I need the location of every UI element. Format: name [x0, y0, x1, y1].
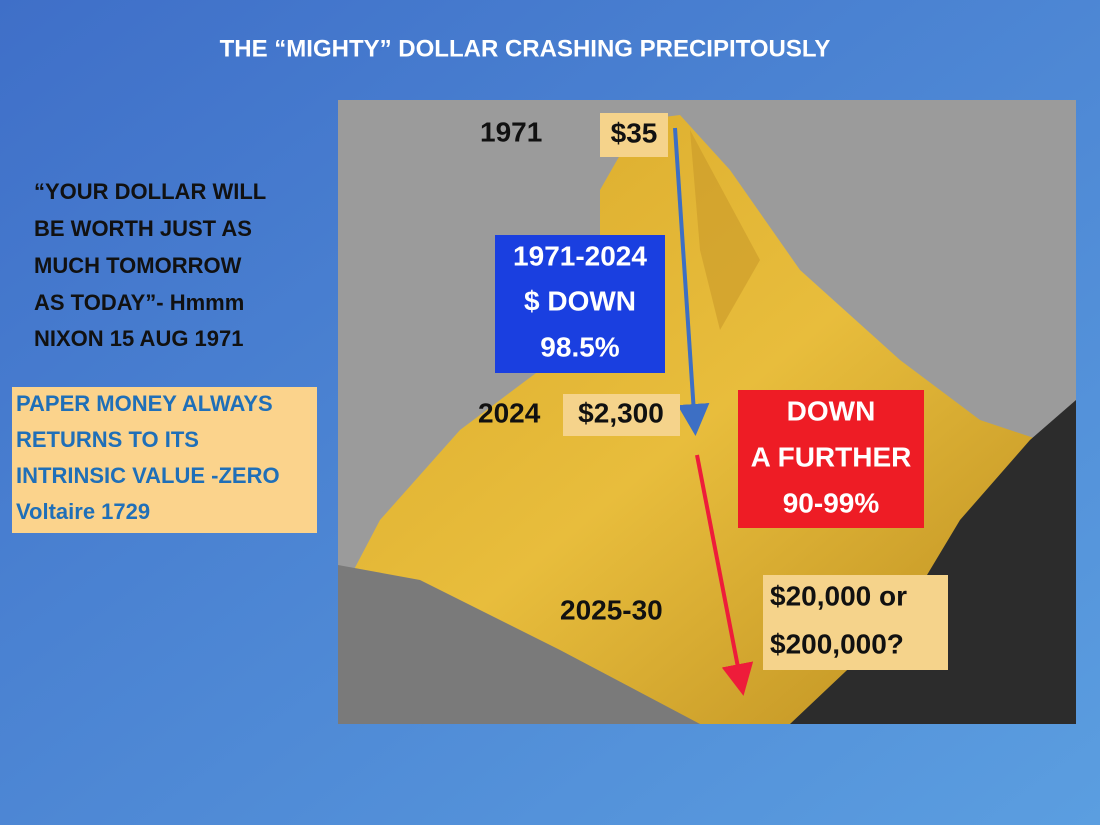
price-box [600, 113, 668, 157]
red-arrow [695, 454, 754, 696]
price-label: $35 [611, 117, 658, 148]
quote-line: “YOUR DOLLAR WILL [34, 179, 266, 204]
dark-slope [790, 400, 1076, 724]
title: THE “MIGHTY” DOLLAR CRASHING PRECIPITOUS… [220, 35, 831, 62]
mountain-image: 1971 $35 1971-2024 $ DOWN 98.5% 2024 $2,… [338, 100, 1076, 724]
price-box [563, 394, 680, 436]
quote-line: AS TODAY”- Hmmm [34, 290, 244, 315]
note-line: RETURNS TO ITS [16, 427, 199, 452]
year-label: 2025-30 [560, 594, 663, 625]
year-label: 1971 [480, 116, 542, 147]
red-box [738, 390, 924, 528]
foreground-rock [338, 565, 700, 724]
blue-arrow [673, 127, 710, 436]
red-box-line: DOWN [787, 395, 876, 426]
quote-line: NIXON 15 AUG 1971 [34, 326, 244, 351]
quote-line: MUCH TOMORROW [34, 253, 242, 278]
note-line: Voltaire 1729 [16, 499, 150, 524]
note-line: INTRINSIC VALUE -ZERO [16, 463, 280, 488]
quote: “YOUR DOLLAR WILL BE WORTH JUST AS MUCH … [34, 179, 266, 351]
blue-box-line: 98.5% [540, 331, 619, 362]
blue-box-line: 1971-2024 [513, 240, 647, 271]
blue-box-line: $ DOWN [524, 285, 636, 316]
price-label: $20,000 or [770, 580, 907, 611]
note: PAPER MONEY ALWAYS RETURNS TO ITS INTRIN… [16, 391, 280, 524]
red-box-line: A FURTHER [751, 441, 912, 472]
shadow [690, 130, 760, 330]
note-box [12, 387, 317, 533]
blue-box [495, 235, 665, 373]
red-box-line: 90-99% [783, 487, 880, 518]
quote-line: BE WORTH JUST AS [34, 216, 252, 241]
price-box [763, 575, 948, 670]
year-label: 2024 [478, 397, 541, 428]
price-label: $2,300 [578, 397, 664, 428]
note-line: PAPER MONEY ALWAYS [16, 391, 273, 416]
price-label: $200,000? [770, 628, 904, 659]
